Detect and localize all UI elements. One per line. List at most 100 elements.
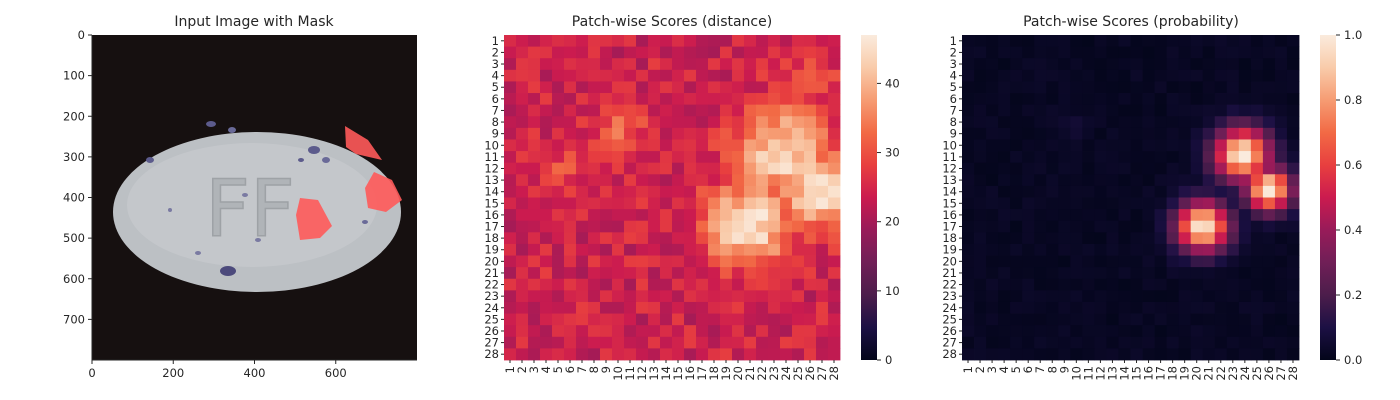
heatmap-cell [1154,267,1168,280]
heatmap-cell [1082,127,1095,140]
heatmap-cell [1286,232,1300,245]
col-tick-label: 23 [1226,366,1240,381]
heatmap-cell [612,58,625,71]
col-tick-label: 14 [659,366,673,381]
distance-heatmap [504,35,841,361]
heatmap-cell [624,255,637,268]
heatmap-cell [1166,255,1180,268]
heatmap-cell [708,255,721,268]
heatmap-cell [660,151,673,164]
heatmap-cell [792,185,805,198]
heatmap-cell [696,220,709,233]
heatmap-cell [756,35,769,48]
heatmap-cell [816,267,829,280]
heatmap-cell [588,313,601,326]
heatmap-cell [720,104,733,117]
speck [228,127,236,133]
heatmap-cell [1274,185,1288,198]
probability-colorbar-ticks: 0.00.20.40.60.81.0 [1336,28,1362,367]
heatmap-cell [528,35,541,48]
heatmap-cell [672,116,685,129]
heatmap-cell [816,104,829,117]
heatmap-cell [576,255,589,268]
heatmap-cell [1190,232,1204,245]
heatmap-cell [660,93,673,106]
heatmap-cell [1226,336,1240,349]
heatmap-cell [1142,35,1155,48]
heatmap-cell [1022,58,1035,71]
heatmap-cell [1130,197,1143,210]
col-tick-label: 16 [1142,366,1156,381]
heatmap-cell [516,336,529,349]
heatmap-cell [962,255,975,268]
heatmap-cell [1262,139,1276,152]
heatmap-cell [612,185,625,198]
row-tick-label: 24 [484,301,499,315]
heatmap-cell [1226,81,1240,94]
col-tick-label: 6 [563,366,577,373]
heatmap-cell [1046,174,1059,187]
heatmap-cell [552,313,565,326]
heatmap-cell [1238,174,1252,187]
row-tick-label: 15 [484,196,499,210]
heatmap-cell [1034,290,1047,303]
heatmap-cell [974,58,987,71]
heatmap-cell [1070,255,1083,268]
heatmap-cell [600,162,613,175]
heatmap-cell [1010,81,1023,94]
heatmap-cell [504,93,517,106]
heatmap-cell [780,58,793,71]
heatmap-cell [1022,127,1035,140]
heatmap-cell [1238,220,1252,233]
heatmap-cell [660,197,673,210]
heatmap-cell [696,301,709,314]
heatmap-cell [1214,243,1228,256]
heatmap-cell [1286,151,1300,164]
heatmap-cell [1070,243,1083,256]
heatmap-cell [636,46,649,59]
heatmap-cell [540,35,553,48]
heatmap-cell [720,197,733,210]
heatmap-cell [684,162,697,175]
heatmap-cell [1070,174,1083,187]
heatmap-cell [1106,104,1119,117]
heatmap-cell [1070,69,1083,82]
heatmap-cell [1154,139,1168,152]
heatmap-cell [768,290,781,303]
heatmap-cell [612,348,625,361]
heatmap-cell [986,127,999,140]
heatmap-cell [1166,151,1180,164]
heatmap-cell [552,93,565,106]
heatmap-cell [986,232,999,245]
heatmap-cell [1262,46,1276,59]
heatmap-cell [528,209,541,222]
heatmap-cell [648,58,661,71]
heatmap-cell [624,46,637,59]
heatmap-cell [768,220,781,233]
heatmap-cell [576,232,589,245]
heatmap-cell [720,81,733,94]
heatmap-cell [672,290,685,303]
heatmap-cell [648,174,661,187]
heatmap-cell [600,69,613,82]
heatmap-cell [684,127,697,140]
heatmap-cell [1202,267,1216,280]
heatmap-cell [744,81,757,94]
heatmap-cell [696,267,709,280]
heatmap-cell [1166,220,1180,233]
heatmap-cell [768,139,781,152]
heatmap-cell [1034,220,1047,233]
heatmap-cell [986,197,999,210]
heatmap-cell [1178,151,1192,164]
heatmap-cell [708,336,721,349]
heatmap-cell [660,325,673,338]
heatmap-cell [660,336,673,349]
heatmap-cell [552,58,565,71]
heatmap-cell [1178,313,1192,326]
heatmap-cell [1202,185,1216,198]
heatmap-cell [828,162,841,175]
heatmap-cell [516,58,529,71]
heatmap-cell [564,197,577,210]
heatmap-cell [684,243,697,256]
